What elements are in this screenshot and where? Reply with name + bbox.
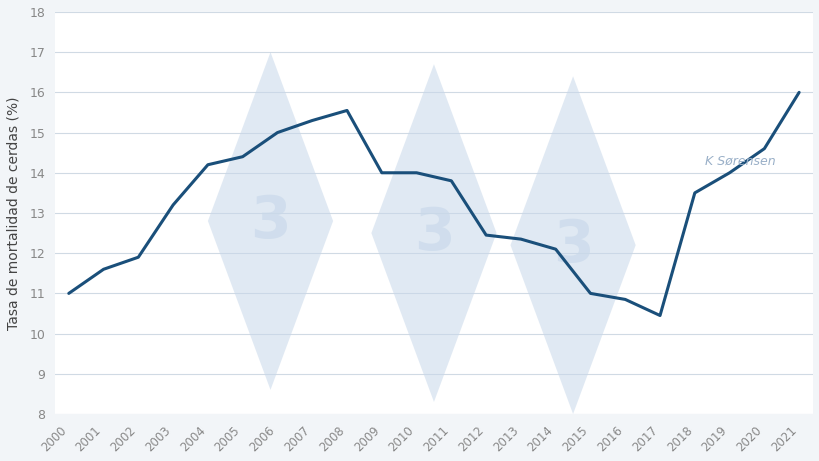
- Text: 3: 3: [413, 205, 454, 261]
- Text: 3: 3: [552, 217, 593, 274]
- Text: 3: 3: [250, 193, 291, 249]
- Y-axis label: Tasa de mortalidad de cerdas (%): Tasa de mortalidad de cerdas (%): [7, 96, 21, 330]
- Polygon shape: [208, 52, 333, 390]
- Polygon shape: [510, 76, 635, 414]
- Polygon shape: [371, 64, 496, 402]
- Text: K Sørensen: K Sørensen: [704, 154, 775, 167]
